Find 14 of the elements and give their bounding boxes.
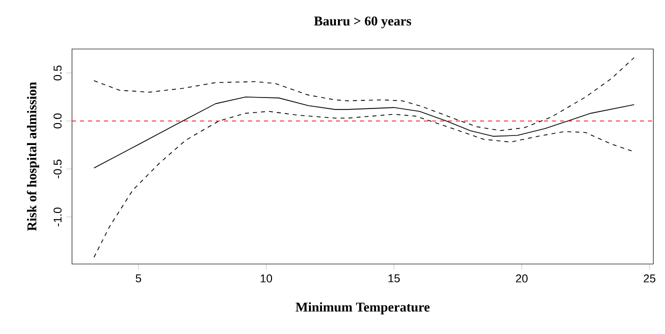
y-tick-label: -0.5 bbox=[54, 160, 62, 178]
y-tick-label: 0.5 bbox=[54, 66, 62, 80]
y-axis-title: Risk of hospital admission bbox=[26, 82, 40, 231]
x-tick-label: 25 bbox=[644, 274, 656, 282]
x-tick-label: 5 bbox=[136, 274, 142, 282]
line-series bbox=[94, 96, 635, 168]
chart-title: Bauru > 60 years bbox=[314, 16, 412, 28]
x-tick-label: 10 bbox=[260, 274, 272, 282]
line-series bbox=[94, 57, 635, 131]
x-tick-label: 20 bbox=[516, 274, 528, 282]
x-tick-label: 15 bbox=[388, 274, 400, 282]
y-tick-label: -1.0 bbox=[54, 208, 62, 226]
y-tick-label: 0.0 bbox=[54, 114, 62, 128]
x-axis-title: Minimum Temperature bbox=[296, 302, 430, 314]
